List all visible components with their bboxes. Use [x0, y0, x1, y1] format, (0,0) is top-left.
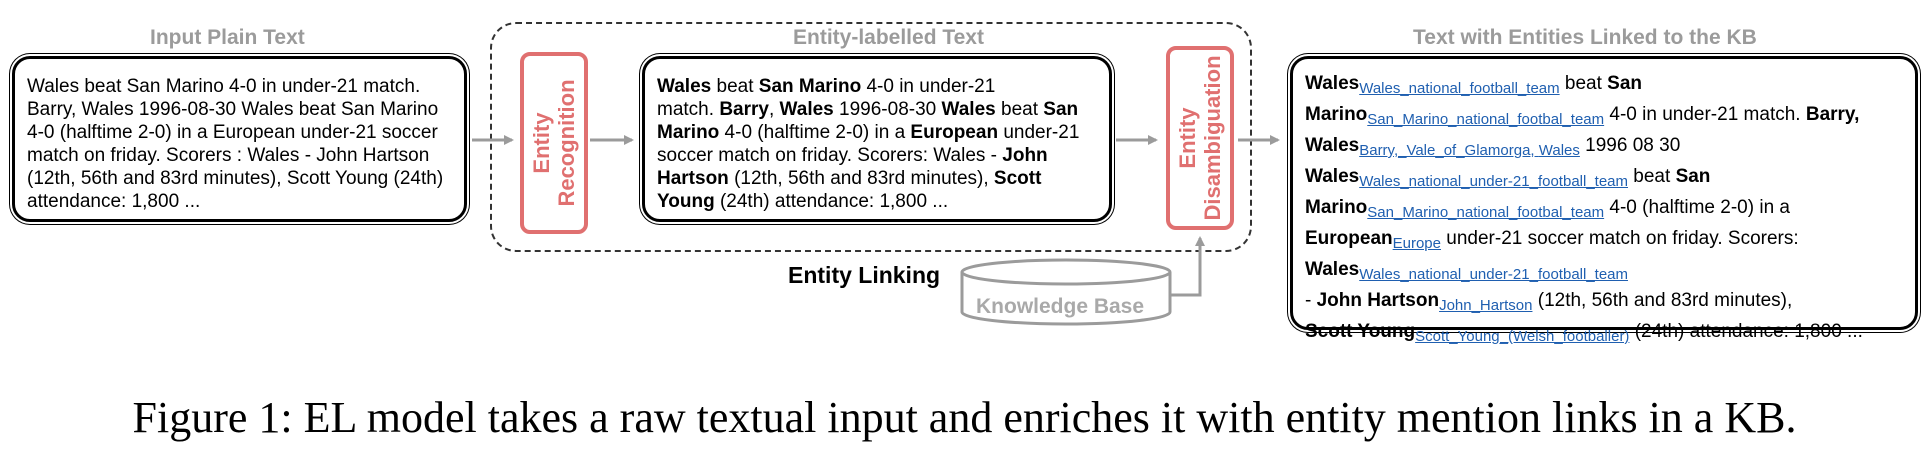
linked-line: - John HartsonJohn_Hartson (12th, 56th a…	[1305, 290, 1793, 314]
entity-disambiguation-box: Entity Disambiguation	[1166, 46, 1234, 230]
entity-link[interactable]: Wales	[1538, 142, 1580, 159]
linked-line: WalesWales_national_football_team beat S…	[1305, 73, 1643, 97]
labelled-line: Marino 4-0 (halftime 2-0) in a European …	[657, 122, 1080, 143]
entity-link[interactable]: Barry,_Vale_of_Glamorga	[1359, 142, 1531, 159]
labelled-line: Hartson (12th, 56th and 83rd minutes), S…	[657, 168, 1042, 189]
input-line: 4-0 (halftime 2-0) in a European under-2…	[27, 122, 438, 143]
input-line: Barry, Wales 1996-08-30 Wales beat San M…	[27, 99, 439, 120]
linked-line: EuropeanEurope under-21 soccer match on …	[1305, 228, 1799, 252]
linked-line: MarinoSan_Marino_national_footbal_team 4…	[1305, 197, 1790, 221]
entity-link[interactable]: Scott_Young_(Welsh_footballer)	[1415, 328, 1630, 345]
entity-link[interactable]: Europe	[1392, 235, 1441, 252]
linked-text: WalesWales_national_football_team beat S…	[1293, 59, 1915, 350]
knowledge-base-label: Knowledge Base	[976, 295, 1145, 318]
input-line: (12th, 56th and 83rd minutes), Scott You…	[27, 168, 444, 189]
input-text-box: Wales beat San Marino 4-0 in under-21 ma…	[12, 56, 467, 222]
input-line: attendance: 1,800 ...	[27, 191, 201, 212]
linked-line: Scott YoungScott_Young_(Welsh_footballer…	[1305, 321, 1863, 345]
entity-link[interactable]: Wales_national_under-21_football_team	[1359, 173, 1629, 190]
labelled-line: Young (24th) attendance: 1,800 ...	[657, 191, 949, 212]
entity-link[interactable]: Wales_national_under-21_football_team	[1359, 266, 1629, 283]
knowledge-base-cylinder	[960, 258, 1172, 326]
input-heading: Input Plain Text	[150, 26, 305, 49]
input-text: Wales beat San Marino 4-0 in under-21 ma…	[15, 59, 464, 213]
figure-caption: Figure 1: EL model takes a raw textual i…	[132, 393, 1797, 442]
labelled-text: Wales beat San Marino 4-0 in under-21 ma…	[645, 59, 1109, 213]
linked-line: MarinoSan_Marino_national_footbal_team 4…	[1305, 104, 1860, 128]
input-line: Wales beat San Marino 4-0 in under-21 ma…	[27, 76, 421, 97]
entity-recognition-box: Entity Recognition	[520, 52, 588, 234]
labelled-line: soccer match on friday. Scorers: Wales -…	[657, 145, 1048, 166]
linked-text-box: WalesWales_national_football_team beat S…	[1290, 56, 1918, 345]
input-line: match on friday. Scorers : Wales - John …	[27, 145, 430, 166]
entity-link[interactable]: San_Marino_national_footbal_team	[1367, 204, 1605, 221]
linked-heading: Text with Entities Linked to the KB	[1413, 26, 1757, 49]
labelled-line: Wales beat San Marino 4-0 in under-21	[657, 76, 996, 97]
entity-linking-label: Entity Linking	[788, 262, 941, 288]
labelled-text-box: Wales beat San Marino 4-0 in under-21 ma…	[642, 56, 1112, 222]
entity-link[interactable]: San_Marino_national_footbal_team	[1367, 111, 1605, 128]
entity-recognition-label: Entity Recognition	[529, 79, 579, 207]
linked-line: WalesBarry,_Vale_of_Glamorga, Wales 1996…	[1305, 135, 1681, 159]
labelled-heading: Entity-labelled Text	[793, 26, 984, 49]
entity-disambiguation-label: Entity Disambiguation	[1175, 55, 1225, 221]
linked-line: WalesWales_national_under-21_football_te…	[1305, 259, 1629, 283]
entity-link[interactable]: Wales_national_football_team	[1359, 80, 1560, 97]
entity-linking-group	[490, 22, 1252, 252]
labelled-line: match. Barry, Wales 1996-08-30 Wales bea…	[657, 99, 1079, 120]
arrow-kb-to-disambiguation	[1168, 236, 1205, 297]
entity-link[interactable]: John_Hartson	[1439, 297, 1533, 314]
linked-line: WalesWales_national_under-21_football_te…	[1305, 166, 1711, 190]
